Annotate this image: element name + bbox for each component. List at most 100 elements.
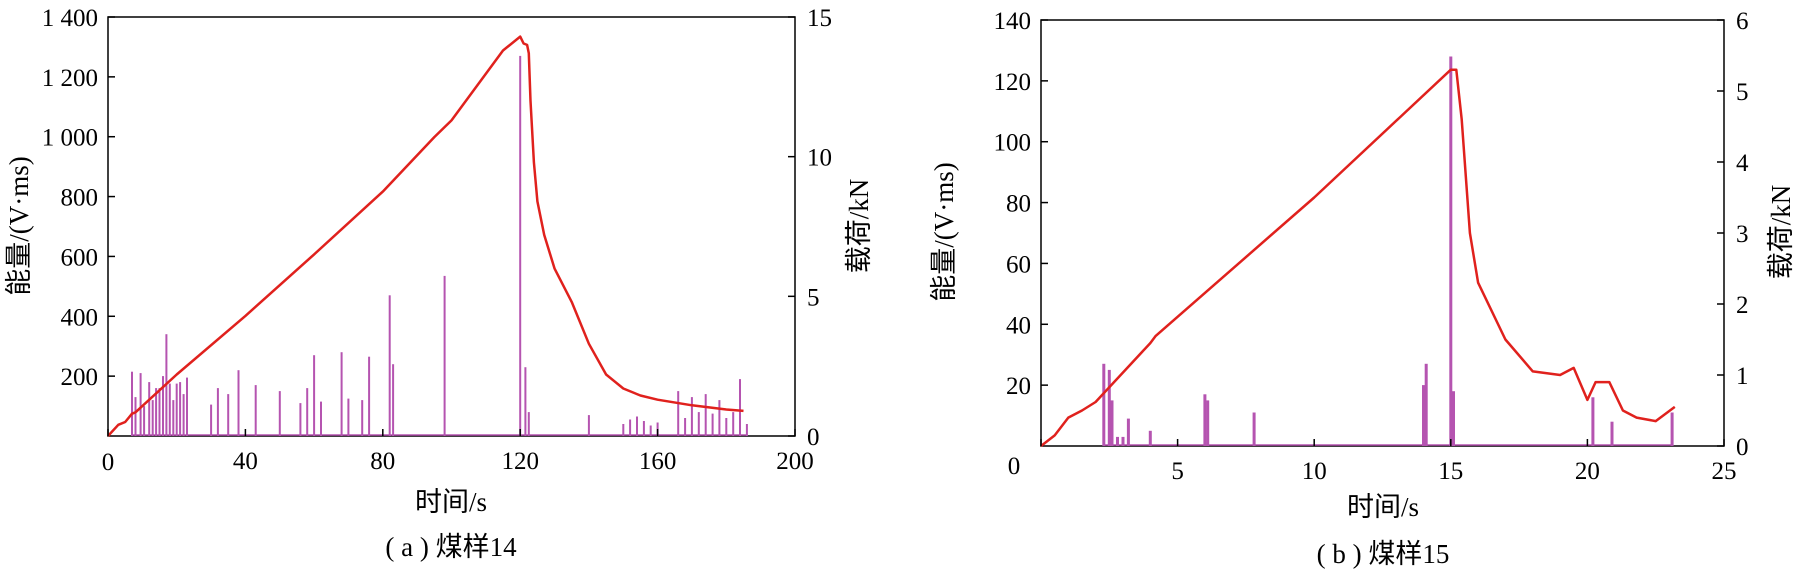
- energy-bar: [745, 424, 748, 436]
- energy-bar: [210, 404, 213, 436]
- energy-bar: [1449, 56, 1453, 446]
- energy-bar: [1110, 400, 1114, 446]
- energy-bar: [684, 418, 687, 436]
- energy-bars-a: [131, 55, 748, 437]
- energy-bar: [1252, 412, 1256, 446]
- energy-bar: [148, 382, 151, 436]
- energy-bar: [299, 403, 302, 436]
- y-right-axis-title-b: 载荷/kN: [1766, 185, 1796, 280]
- energy-bar: [622, 424, 625, 436]
- energy-bar: [227, 394, 230, 436]
- energy-bar: [1206, 400, 1210, 446]
- y-left-axis-ticks-b: 20 40 60 80 100 120 140: [994, 8, 1048, 400]
- energy-bar: [1422, 385, 1425, 446]
- panel-b: 5 10 15 20 25 20 40 60 80 100 120 140 0 1 2 3 4 5 6 0 时间…: [929, 8, 1796, 569]
- energy-bar: [629, 419, 632, 436]
- y-left-tick-label: 1 400: [42, 5, 98, 32]
- load-series-line: [107, 35, 744, 437]
- y-right-tick-label: 6: [1736, 8, 1749, 35]
- energy-bar: [131, 371, 133, 436]
- y-left-tick-label: 140: [994, 8, 1032, 35]
- energy-bar: [690, 397, 693, 436]
- energy-bar: [340, 352, 343, 436]
- energy-bar: [361, 400, 364, 436]
- energy-bar: [1102, 363, 1106, 446]
- x-axis-ticks-b: 5 10 15 20 25: [1040, 439, 1737, 485]
- energy-bar: [519, 55, 522, 437]
- energy-bar: [254, 385, 257, 436]
- x-axis-title-a: 时间/s: [415, 487, 487, 517]
- load-line-a: [107, 35, 744, 437]
- energy-bar: [151, 400, 154, 436]
- y-left-axis-ticks-a: 200 400 600 800 1 000 1 200 1 400: [42, 5, 115, 391]
- energy-bar: [587, 415, 590, 436]
- energy-bar: [1452, 391, 1455, 446]
- y-right-tick-label: 10: [807, 145, 832, 172]
- energy-bar: [1203, 394, 1207, 446]
- x-tick-label: 200: [776, 448, 814, 475]
- energy-bar: [155, 388, 158, 436]
- energy-bar: [162, 376, 164, 436]
- energy-bar: [1424, 363, 1428, 446]
- energy-bar: [139, 373, 142, 436]
- load-line-b: [1040, 68, 1676, 447]
- y-left-tick-label: 120: [994, 69, 1032, 96]
- x-tick-label: 120: [501, 448, 539, 475]
- energy-bar: [392, 364, 395, 436]
- origin-label-b: 0: [1008, 453, 1021, 480]
- energy-bar: [711, 413, 714, 436]
- energy-bar: [1121, 436, 1125, 446]
- plot-frame-b: [1040, 19, 1725, 447]
- y-left-tick-label: 60: [1006, 251, 1031, 278]
- y-right-tick-label: 4: [1736, 150, 1749, 177]
- y-right-tick-label: 5: [1736, 79, 1749, 106]
- plot-frame-a: [107, 16, 796, 437]
- y-right-tick-label: 3: [1736, 221, 1749, 248]
- energy-bar: [278, 391, 281, 436]
- y-left-tick-label: 40: [1006, 312, 1031, 339]
- x-tick-label: 20: [1575, 458, 1600, 485]
- y-right-tick-label: 15: [807, 5, 832, 32]
- energy-bar: [179, 382, 182, 436]
- y-right-tick-label: 1: [1736, 363, 1749, 390]
- energy-bar: [216, 388, 219, 436]
- energy-bar: [1148, 430, 1152, 446]
- x-tick-label: 80: [370, 448, 395, 475]
- y-left-tick-label: 1 200: [42, 65, 98, 92]
- energy-bar: [704, 394, 707, 436]
- x-tick-label: 25: [1712, 458, 1737, 485]
- energy-bar: [1591, 397, 1595, 446]
- caption-b: ( b ) 煤样15: [1317, 539, 1450, 569]
- energy-bar: [313, 355, 316, 436]
- energy-bar: [1107, 369, 1111, 446]
- energy-bar: [636, 416, 638, 436]
- energy-bar: [677, 391, 680, 436]
- energy-bar: [739, 379, 741, 436]
- energy-bar: [443, 275, 446, 436]
- energy-bar: [172, 400, 175, 436]
- energy-bar: [1126, 418, 1130, 446]
- load-series-line: [1040, 68, 1676, 447]
- energy-bar: [527, 412, 530, 436]
- x-tick-label: 40: [233, 448, 258, 475]
- energy-bar: [725, 418, 728, 436]
- energy-bar: [368, 356, 371, 436]
- energy-bar: [732, 412, 735, 436]
- energy-bar: [649, 425, 652, 436]
- y-right-tick-label: 0: [1736, 434, 1749, 461]
- energy-bar: [1610, 421, 1614, 446]
- energy-bar: [718, 400, 721, 436]
- energy-bars-b: [1102, 56, 1674, 446]
- energy-bar: [524, 367, 527, 436]
- y-right-axis-ticks-b: 0 1 2 3 4 5 6: [1717, 8, 1749, 461]
- y-left-axis-title-a: 能量/(V·ms): [4, 156, 34, 295]
- energy-bar: [1116, 436, 1119, 446]
- y-left-tick-label: 600: [61, 244, 99, 271]
- energy-bar: [182, 394, 185, 436]
- energy-bar: [642, 421, 645, 436]
- y-left-tick-label: 400: [61, 304, 99, 331]
- x-tick-label: 160: [639, 448, 677, 475]
- y-left-axis-title-b: 能量/(V·ms): [929, 162, 959, 301]
- x-tick-label: 10: [1302, 458, 1327, 485]
